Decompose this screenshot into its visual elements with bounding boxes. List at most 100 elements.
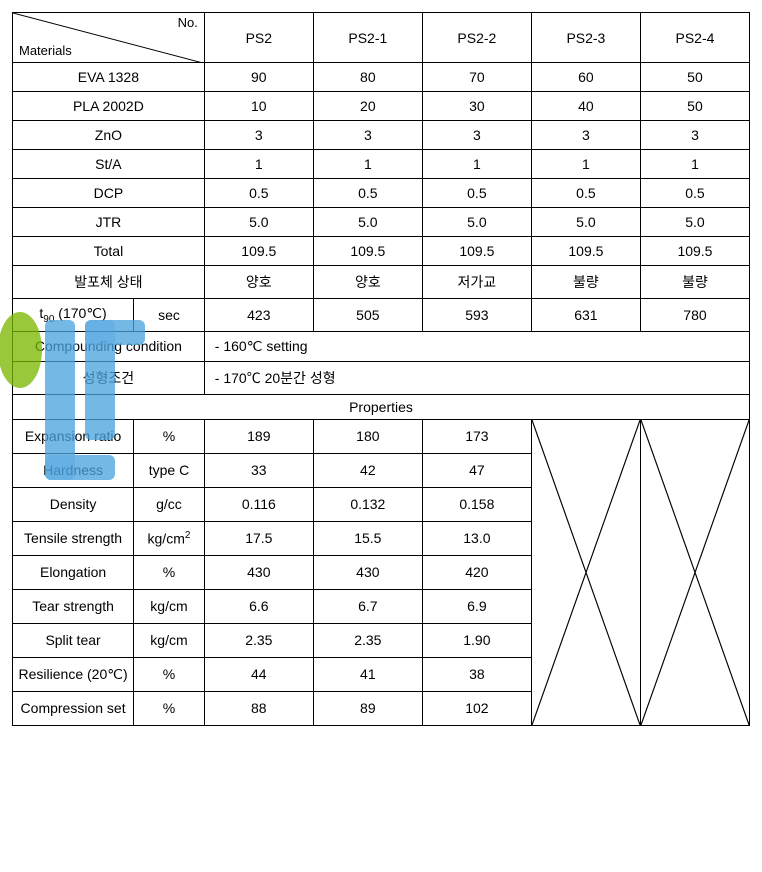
property-value: 0.132	[313, 487, 422, 521]
property-value: 47	[422, 453, 531, 487]
material-value: 0.5	[640, 179, 749, 208]
property-value: 2.35	[313, 623, 422, 657]
property-name: Elongation	[13, 555, 134, 589]
property-value: 44	[204, 657, 313, 691]
material-value: 1	[422, 150, 531, 179]
t90-val: 593	[422, 299, 531, 332]
property-value: 17.5	[204, 521, 313, 555]
corner-cell: No. Materials	[13, 13, 205, 63]
property-value: 88	[204, 691, 313, 725]
t90-row: t90 (170℃) sec 423 505 593 631 780	[13, 299, 750, 332]
material-name: St/A	[13, 150, 205, 179]
material-value: 109.5	[531, 237, 640, 266]
material-value: 3	[531, 121, 640, 150]
property-value: 2.35	[204, 623, 313, 657]
property-name: Tear strength	[13, 589, 134, 623]
crossed-out-cell	[640, 419, 749, 725]
material-value: 0.5	[313, 179, 422, 208]
corner-materials-label: Materials	[19, 43, 72, 58]
col-header: PS2-2	[422, 13, 531, 63]
property-value: 430	[313, 555, 422, 589]
compounding-value: - 160℃ setting	[204, 331, 749, 361]
t90-label: t90 (170℃)	[13, 299, 134, 332]
corner-no-label: No.	[178, 15, 198, 30]
col-header: PS2	[204, 13, 313, 63]
property-unit: kg/cm2	[134, 521, 205, 555]
property-value: 15.5	[313, 521, 422, 555]
properties-header: Properties	[13, 394, 750, 419]
material-value: 5.0	[640, 208, 749, 237]
t90-val: 631	[531, 299, 640, 332]
col-header: PS2-3	[531, 13, 640, 63]
material-value: 불량	[640, 266, 749, 299]
property-value: 6.9	[422, 589, 531, 623]
property-value: 430	[204, 555, 313, 589]
property-value: 41	[313, 657, 422, 691]
material-value: 양호	[313, 266, 422, 299]
property-name: Expansion ratio	[13, 419, 134, 453]
property-unit: kg/cm	[134, 589, 205, 623]
material-row: DCP0.50.50.50.50.5	[13, 179, 750, 208]
material-name: Total	[13, 237, 205, 266]
property-name: Hardness	[13, 453, 134, 487]
material-name: ZnO	[13, 121, 205, 150]
material-value: 5.0	[531, 208, 640, 237]
material-value: 0.5	[422, 179, 531, 208]
property-name: Tensile strength	[13, 521, 134, 555]
property-value: 13.0	[422, 521, 531, 555]
material-value: 60	[531, 63, 640, 92]
materials-properties-table: No. Materials PS2 PS2-1 PS2-2 PS2-3 PS2-…	[12, 12, 750, 726]
property-value: 420	[422, 555, 531, 589]
material-value: 0.5	[531, 179, 640, 208]
molding-row: 성형조건 - 170℃ 20분간 성형	[13, 361, 750, 394]
property-unit: type C	[134, 453, 205, 487]
molding-label: 성형조건	[13, 361, 205, 394]
property-unit: g/cc	[134, 487, 205, 521]
material-row: ZnO33333	[13, 121, 750, 150]
material-value: 불량	[531, 266, 640, 299]
property-value: 173	[422, 419, 531, 453]
property-value: 0.158	[422, 487, 531, 521]
material-name: JTR	[13, 208, 205, 237]
material-value: 1	[640, 150, 749, 179]
compounding-row: Compounding condition - 160℃ setting	[13, 331, 750, 361]
material-value: 109.5	[422, 237, 531, 266]
material-value: 109.5	[204, 237, 313, 266]
property-value: 89	[313, 691, 422, 725]
molding-value: - 170℃ 20분간 성형	[204, 361, 749, 394]
material-value: 3	[640, 121, 749, 150]
material-value: 3	[313, 121, 422, 150]
material-value: 양호	[204, 266, 313, 299]
material-value: 0.5	[204, 179, 313, 208]
property-name: Resilience (20℃)	[13, 657, 134, 691]
property-unit: %	[134, 419, 205, 453]
material-value: 1	[531, 150, 640, 179]
material-value: 90	[204, 63, 313, 92]
material-name: EVA 1328	[13, 63, 205, 92]
material-value: 50	[640, 63, 749, 92]
property-value: 6.6	[204, 589, 313, 623]
property-value: 38	[422, 657, 531, 691]
material-row: St/A11111	[13, 150, 750, 179]
material-row: Total109.5109.5109.5109.5109.5	[13, 237, 750, 266]
material-value: 20	[313, 92, 422, 121]
t90-val: 505	[313, 299, 422, 332]
property-value: 102	[422, 691, 531, 725]
material-row: EVA 13289080706050	[13, 63, 750, 92]
col-header: PS2-4	[640, 13, 749, 63]
header-row: No. Materials PS2 PS2-1 PS2-2 PS2-3 PS2-…	[13, 13, 750, 63]
material-value: 저가교	[422, 266, 531, 299]
t90-unit: sec	[134, 299, 205, 332]
property-name: Density	[13, 487, 134, 521]
material-value: 30	[422, 92, 531, 121]
material-value: 70	[422, 63, 531, 92]
compounding-label: Compounding condition	[13, 331, 205, 361]
property-row: Expansion ratio%189180173	[13, 419, 750, 453]
property-unit: %	[134, 657, 205, 691]
property-value: 33	[204, 453, 313, 487]
property-unit: kg/cm	[134, 623, 205, 657]
material-value: 10	[204, 92, 313, 121]
material-value: 5.0	[422, 208, 531, 237]
t90-val: 780	[640, 299, 749, 332]
crossed-out-cell	[531, 419, 640, 725]
